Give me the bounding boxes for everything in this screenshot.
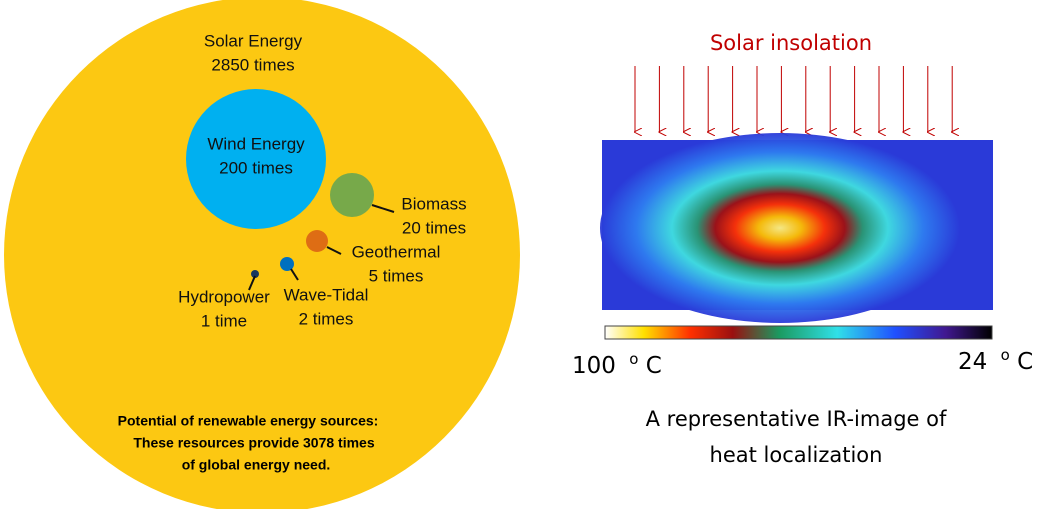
hydropower-circle [251,270,259,278]
scale-number: 24 [958,349,987,375]
colorbar [604,325,993,340]
scale-sup: o [1001,346,1010,364]
wave-tidal-circle [280,257,294,271]
scale-number: 100 [572,353,616,379]
label: 200 times [219,158,293,177]
ir-heat [600,133,960,323]
geothermal-circle [306,230,328,252]
label: 2850 times [211,55,294,74]
scale-unit: C [1017,349,1033,375]
scale-unit: C [646,353,662,379]
ir-caption: heat localization [710,443,883,467]
caption: Potential of renewable energy sources: [118,413,379,429]
leader [326,246,342,255]
wind-circle [186,89,326,229]
caption: of global energy need. [182,457,331,473]
label: 20 times [402,218,466,237]
label: 5 times [369,266,424,285]
label: Geothermal [352,242,441,261]
arrows [635,66,952,132]
leader [248,275,256,291]
scale-label: 24 o C [958,342,1033,375]
energy-panel: Solar Energy 2850 times Wind Energy 200 … [4,0,520,509]
biomass-circle [330,173,374,217]
caption: These resources provide 3078 times [133,435,374,451]
label: Wave-Tidal [284,285,369,304]
label: 1 time [201,311,247,330]
scale-label: 100 o C [572,346,662,379]
label: Hydropower [178,287,270,306]
scale-sup: o [629,350,638,368]
ir-panel: Solar insolation 100 o C 24 o C A repres… [572,31,1033,467]
label: Solar Energy [204,31,303,50]
ir-caption: A representative IR-image of [646,407,947,431]
label: 2 times [299,309,354,328]
leader [290,268,299,281]
label: Wind Energy [207,134,305,153]
label: Biomass [401,194,466,213]
leader [371,204,395,213]
ir-title: Solar insolation [710,31,872,55]
solar-circle [4,0,520,509]
